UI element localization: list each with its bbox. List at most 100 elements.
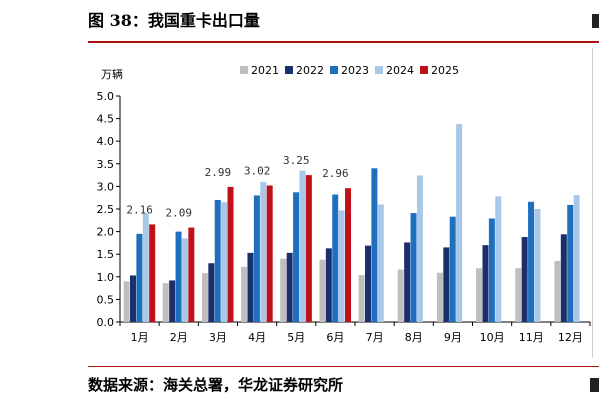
data-label: 2.16 xyxy=(126,203,153,216)
bar-2024-6 xyxy=(338,210,345,322)
y-tick-label: 3.0 xyxy=(97,180,115,193)
bar-2022-3 xyxy=(208,263,215,322)
data-label: 3.02 xyxy=(244,164,271,177)
bar-2023-4 xyxy=(253,195,260,322)
bar-2021-9 xyxy=(436,272,443,322)
bar-2024-11 xyxy=(534,209,541,322)
bar-2022-8 xyxy=(404,242,411,322)
bar-2025-5 xyxy=(305,175,312,322)
y-tick-label: 3.5 xyxy=(97,158,115,171)
data-label: 2.99 xyxy=(205,166,232,179)
bar-2023-5 xyxy=(293,192,300,322)
bar-2021-8 xyxy=(397,269,404,322)
x-tick-label: 11月 xyxy=(519,331,544,344)
page-edge-line xyxy=(592,48,593,358)
legend-swatch-2021 xyxy=(240,66,248,74)
legend-label: 2025 xyxy=(431,64,459,77)
x-tick-label: 9月 xyxy=(444,331,462,344)
legend-swatch-2022 xyxy=(285,66,293,74)
bar-2024-10 xyxy=(495,196,502,322)
y-tick-label: 4.0 xyxy=(97,135,115,148)
bar-2025-6 xyxy=(345,188,352,322)
data-labels: 2.16 2.09 2.99 3.02 3.25 2.96 xyxy=(126,154,348,219)
bar-2023-11 xyxy=(528,201,535,322)
bar-2023-6 xyxy=(332,194,339,322)
legend-swatch-2023 xyxy=(330,66,338,74)
legend-label: 2021 xyxy=(251,64,279,77)
bar-2025-1 xyxy=(149,224,156,322)
x-tick-label: 12月 xyxy=(558,331,583,344)
x-tick-label: 1月 xyxy=(131,331,149,344)
bar-2021-1 xyxy=(123,281,130,322)
bar-2021-5 xyxy=(280,258,287,322)
bar-2024-3 xyxy=(221,202,228,322)
x-tick-label: 6月 xyxy=(326,331,344,344)
bar-2021-3 xyxy=(201,273,208,322)
cropped-text-fragment xyxy=(592,14,599,28)
x-tick-label: 7月 xyxy=(366,331,384,344)
y-tick-label: 4.5 xyxy=(97,113,115,126)
data-label: 2.96 xyxy=(322,167,349,180)
legend: 2021 2022 2023 2024 2025 xyxy=(240,64,459,77)
bar-2024-1 xyxy=(142,213,149,322)
x-tick-label: 3月 xyxy=(209,331,227,344)
bar-2024-5 xyxy=(299,170,306,322)
bar-2024-2 xyxy=(181,238,188,322)
bar-2023-1 xyxy=(136,233,143,322)
bar-2023-3 xyxy=(214,199,221,322)
bar-2022-9 xyxy=(443,247,450,322)
bar-2022-7 xyxy=(364,245,371,322)
bar-2021-12 xyxy=(554,260,561,322)
bar-2022-11 xyxy=(521,237,528,322)
y-tick-label: 2.5 xyxy=(97,203,115,216)
bar-2025-4 xyxy=(266,185,273,322)
bar-2024-8 xyxy=(416,175,423,322)
bar-2023-10 xyxy=(488,218,495,322)
bar-2022-4 xyxy=(247,252,254,322)
bar-2023-7 xyxy=(371,168,378,322)
bar-2022-6 xyxy=(325,248,332,322)
x-tick-label: 4月 xyxy=(248,331,266,344)
y-tick-label: 0.0 xyxy=(97,316,115,329)
x-tick-label: 10月 xyxy=(480,331,505,344)
source-note: 数据来源：海关总署，华龙证券研究所 xyxy=(88,376,344,394)
bar-2021-7 xyxy=(358,274,365,322)
source-rule xyxy=(88,366,599,367)
y-axis: 0.0 0.5 1.0 1.5 2.0 2.5 3.0 3.5 4.0 4.5 5.0 xyxy=(97,90,121,329)
bar-2022-2 xyxy=(169,280,176,322)
bar-2021-10 xyxy=(476,268,483,322)
legend-swatch-2025 xyxy=(420,66,428,74)
figure-title: 图 38：我国重卡出口量 xyxy=(88,11,260,30)
legend-label: 2023 xyxy=(341,64,369,77)
x-tick-label: 8月 xyxy=(405,331,423,344)
bars xyxy=(123,124,580,322)
bar-2024-12 xyxy=(573,194,580,322)
title-rule xyxy=(88,41,599,43)
bar-2024-4 xyxy=(260,181,267,322)
y-tick-label: 5.0 xyxy=(97,90,115,103)
bar-2023-8 xyxy=(410,213,417,322)
bar-2024-9 xyxy=(456,124,463,322)
bar-2023-2 xyxy=(175,231,182,322)
x-tick-label: 2月 xyxy=(170,331,188,344)
y-tick-label: 1.0 xyxy=(97,271,115,284)
bar-2025-2 xyxy=(188,227,195,322)
legend-swatch-2024 xyxy=(375,66,383,74)
bar-2021-6 xyxy=(319,259,326,322)
bar-2022-5 xyxy=(286,252,293,322)
y-axis-label: 万辆 xyxy=(101,67,123,81)
x-axis: 1月 2月 3月 4月 5月 6月 7月 8月 9月 10月 11月 12月 xyxy=(119,321,591,344)
bar-2021-11 xyxy=(515,268,522,322)
legend-label: 2024 xyxy=(386,64,414,77)
bar-2023-9 xyxy=(449,216,456,322)
y-tick-label: 0.5 xyxy=(97,293,115,306)
data-label: 3.25 xyxy=(283,154,310,167)
y-tick-label: 2.0 xyxy=(97,226,115,239)
bar-2021-2 xyxy=(162,283,169,322)
bar-2025-3 xyxy=(227,186,234,322)
legend-label: 2022 xyxy=(296,64,324,77)
bar-2022-1 xyxy=(129,275,136,322)
cropped-text-fragment xyxy=(590,378,599,392)
bar-2024-7 xyxy=(377,204,384,322)
bar-2023-12 xyxy=(567,204,574,322)
